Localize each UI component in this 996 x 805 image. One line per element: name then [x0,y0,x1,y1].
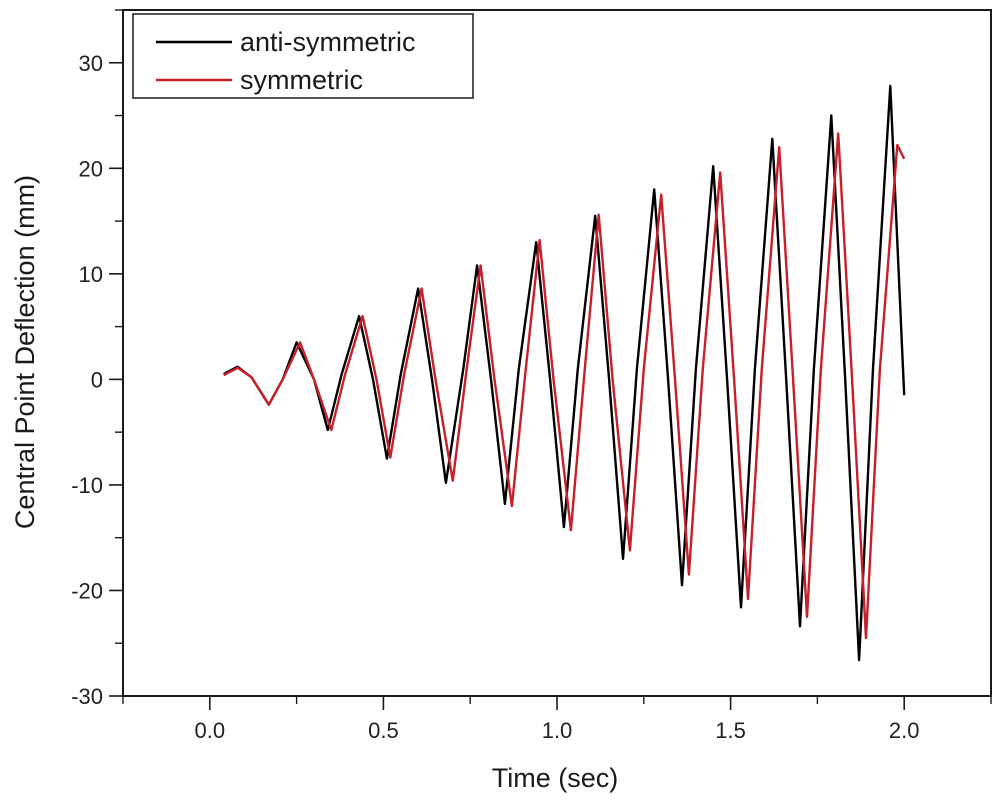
x-tick-label: 1.0 [542,718,573,743]
y-tick-label: 30 [79,51,103,76]
y-axis-ticks: -30 -20 -10 0 10 20 30 [71,9,123,709]
y-tick-label: -20 [71,578,103,603]
y-tick-label: 0 [91,367,103,392]
legend: anti-symmetric symmetric [132,13,474,99]
legend-label-symmetric: symmetric [240,65,363,95]
series-layer [223,84,906,662]
x-axis-title: Time (sec) [492,763,619,793]
x-tick-label: 0.5 [368,718,399,743]
x-axis-ticks: 0.0 0.5 1.0 1.5 2.0 [122,696,992,743]
x-tick-label: 0.0 [195,718,226,743]
series-line-anti-symmetric [223,84,906,662]
x-tick-label: 1.5 [715,718,746,743]
legend-box [132,13,474,99]
series-line-symmetric [223,132,906,640]
y-axis-title: Central Point Deflection (mm) [10,175,40,529]
x-tick-label: 2.0 [889,718,920,743]
y-tick-label: 10 [79,262,103,287]
plot-frame [122,9,992,697]
y-tick-label: -10 [71,473,103,498]
legend-label-anti-symmetric: anti-symmetric [240,27,416,57]
y-tick-label: 20 [79,156,103,181]
y-tick-label: -30 [71,684,103,709]
